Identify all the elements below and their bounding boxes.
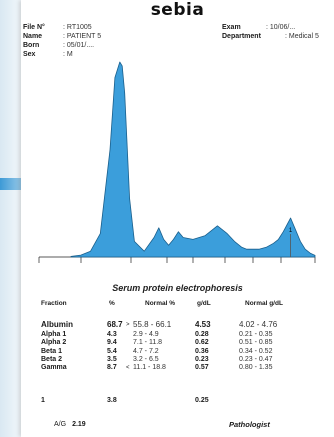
name-label: Name bbox=[23, 33, 43, 40]
fraction-name: Gamma bbox=[41, 364, 67, 371]
fraction-gdl: 0.57 bbox=[195, 364, 209, 371]
fraction-flag: > bbox=[126, 322, 130, 328]
header-fraction: Fraction bbox=[41, 300, 67, 307]
fraction-name: Alpha 1 bbox=[41, 331, 67, 339]
header-gdl: g/dL bbox=[197, 300, 211, 307]
ag-value: 2.19 bbox=[72, 421, 86, 428]
born-value: : 05/01/.... bbox=[63, 42, 95, 49]
fraction-normal-gdl: 0.23 - 0.47 bbox=[239, 355, 273, 363]
ag-label: A/G bbox=[54, 421, 67, 428]
table-row: Beta 2 3.5 3.2 - 6.5 0.23 0.23 - 0.47 bbox=[21, 356, 334, 364]
electrophoresis-curve bbox=[70, 61, 316, 258]
table-row: Beta 1 5.4 4.7 - 7.2 0.36 0.34 - 0.52 bbox=[21, 348, 334, 356]
chart-ticks bbox=[38, 257, 316, 263]
born-label: Born bbox=[23, 42, 40, 49]
fraction-normal-gdl: 0.34 - 0.52 bbox=[239, 347, 273, 355]
name-value: : PATIENT 5 bbox=[63, 33, 102, 40]
table-row: Alpha 1 4.3 2.9 - 4.9 0.28 0.21 - 0.35 bbox=[21, 331, 334, 339]
fraction-pct: 4.3 bbox=[107, 331, 117, 339]
fraction-normal-gdl: 4.02 - 4.76 bbox=[239, 320, 278, 329]
fraction-normal-gdl: 0.21 - 0.35 bbox=[239, 331, 273, 339]
file-value: : RT1005 bbox=[63, 24, 92, 31]
fraction-gdl: 0.28 bbox=[195, 331, 209, 339]
exam-label: Exam bbox=[222, 24, 241, 31]
fraction-normal-gdl: 0.80 - 1.35 bbox=[239, 364, 273, 371]
sebia-logo: sebia bbox=[150, 0, 205, 20]
fraction-normal-pct: 11.1 - 18.8 bbox=[133, 364, 166, 371]
fraction-name: Alpha 2 bbox=[41, 339, 67, 347]
extra-gdl: 0.25 bbox=[195, 397, 209, 404]
pathologist-signature: Pathologist bbox=[229, 420, 270, 429]
extra-name: 1 bbox=[41, 397, 45, 404]
fraction-gdl: 4.53 bbox=[195, 320, 211, 329]
table-row: Albumin 68.7 >55.8 - 66.1 4.53 4.02 - 4.76 bbox=[21, 321, 334, 329]
department-label: Department bbox=[222, 33, 261, 40]
fraction-normal-pct: 4.7 - 7.2 bbox=[133, 347, 159, 355]
fraction-gdl: 0.36 bbox=[195, 347, 209, 355]
department-value: : Medical 5 bbox=[285, 33, 319, 40]
fraction-pct: 8.7 bbox=[107, 364, 117, 371]
file-label: File N° bbox=[23, 24, 45, 31]
chart-title: Serum protein electrophoresis bbox=[112, 283, 243, 293]
fraction-name: Beta 1 bbox=[41, 347, 63, 355]
fraction-normal-gdl: 0.51 - 0.85 bbox=[239, 339, 273, 347]
electrophoresis-chart: 1 bbox=[38, 61, 316, 263]
header-normal-pct: Normal % bbox=[145, 300, 175, 307]
fraction-normal-pct: 2.9 - 4.9 bbox=[133, 331, 159, 339]
fraction-name: Albumin bbox=[41, 320, 73, 329]
ag-ratio: A/G 2.19 bbox=[54, 421, 86, 428]
table-row: Alpha 2 9.4 7.1 - 11.8 0.62 0.51 - 0.85 bbox=[21, 339, 334, 347]
fraction-pct: 9.4 bbox=[107, 339, 117, 347]
sex-label: Sex bbox=[23, 51, 36, 58]
table-row: Gamma 8.7 <11.1 - 18.8 0.57 0.80 - 1.35 bbox=[21, 364, 334, 372]
table-row-extra: 1 3.8 0.25 bbox=[21, 397, 334, 405]
fraction-pct: 3.5 bbox=[107, 355, 117, 363]
fraction-name: Beta 2 bbox=[41, 355, 63, 363]
fraction-pct: 5.4 bbox=[107, 347, 117, 355]
fraction-gdl: 0.23 bbox=[195, 355, 209, 363]
exam-value: : 10/06/... bbox=[266, 24, 296, 31]
extra-pct: 3.8 bbox=[107, 397, 117, 404]
fraction-normal-pct: 55.8 - 66.1 bbox=[133, 320, 172, 329]
header-pct: % bbox=[109, 300, 115, 307]
fraction-pct: 68.7 bbox=[107, 320, 123, 329]
fraction-gdl: 0.62 bbox=[195, 339, 209, 347]
fraction-normal-pct: 7.1 - 11.8 bbox=[133, 339, 163, 347]
fraction-flag: < bbox=[126, 365, 130, 371]
fraction-normal-pct: 3.2 - 6.5 bbox=[133, 355, 159, 363]
fraction-marker-label: 1 bbox=[289, 228, 293, 234]
sex-value: : M bbox=[63, 51, 73, 58]
report-sheet: sebia File N° : RT1005 Name : PATIENT 5 … bbox=[21, 0, 334, 437]
header-normal-gdl: Normal g/dL bbox=[245, 300, 283, 307]
